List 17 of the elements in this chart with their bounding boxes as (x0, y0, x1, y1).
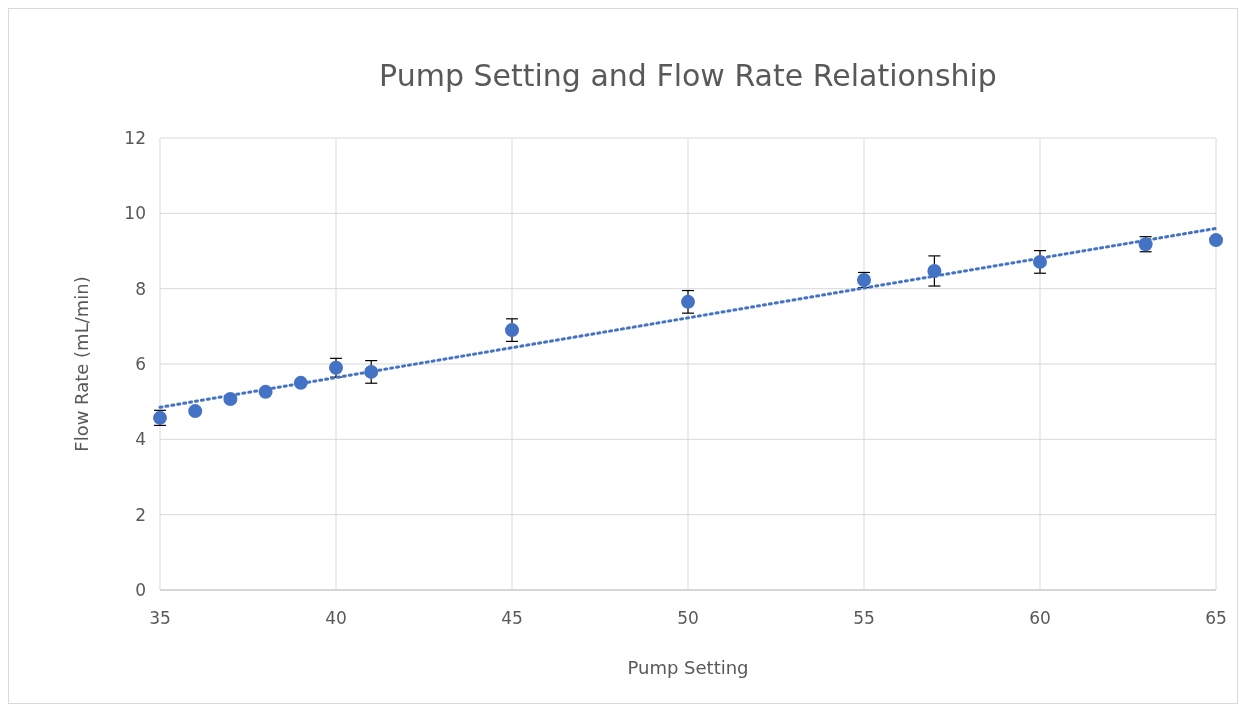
x-tick-label: 55 (853, 608, 875, 628)
x-tick-label: 50 (677, 608, 699, 628)
x-tick-label: 40 (325, 608, 347, 628)
y-axis-title: Flow Rate (mL/min) (71, 276, 92, 452)
y-tick-label: 10 (124, 203, 146, 224)
x-tick-label: 65 (1205, 608, 1227, 628)
x-tick-label: 45 (501, 608, 523, 628)
y-tick-label: 4 (135, 429, 146, 450)
x-tick-label: 60 (1029, 608, 1051, 628)
y-tick-label: 6 (135, 353, 146, 374)
x-axis-title: Pump Setting (627, 657, 749, 678)
x-tick-label: 35 (149, 608, 171, 628)
chart-title: Pump Setting and Flow Rate Relationship (379, 58, 997, 93)
y-tick-label: 12 (124, 127, 146, 148)
y-tick-label: 0 (135, 579, 146, 600)
y-tick-label: 8 (135, 278, 146, 299)
y-tick-label: 2 (135, 504, 146, 525)
